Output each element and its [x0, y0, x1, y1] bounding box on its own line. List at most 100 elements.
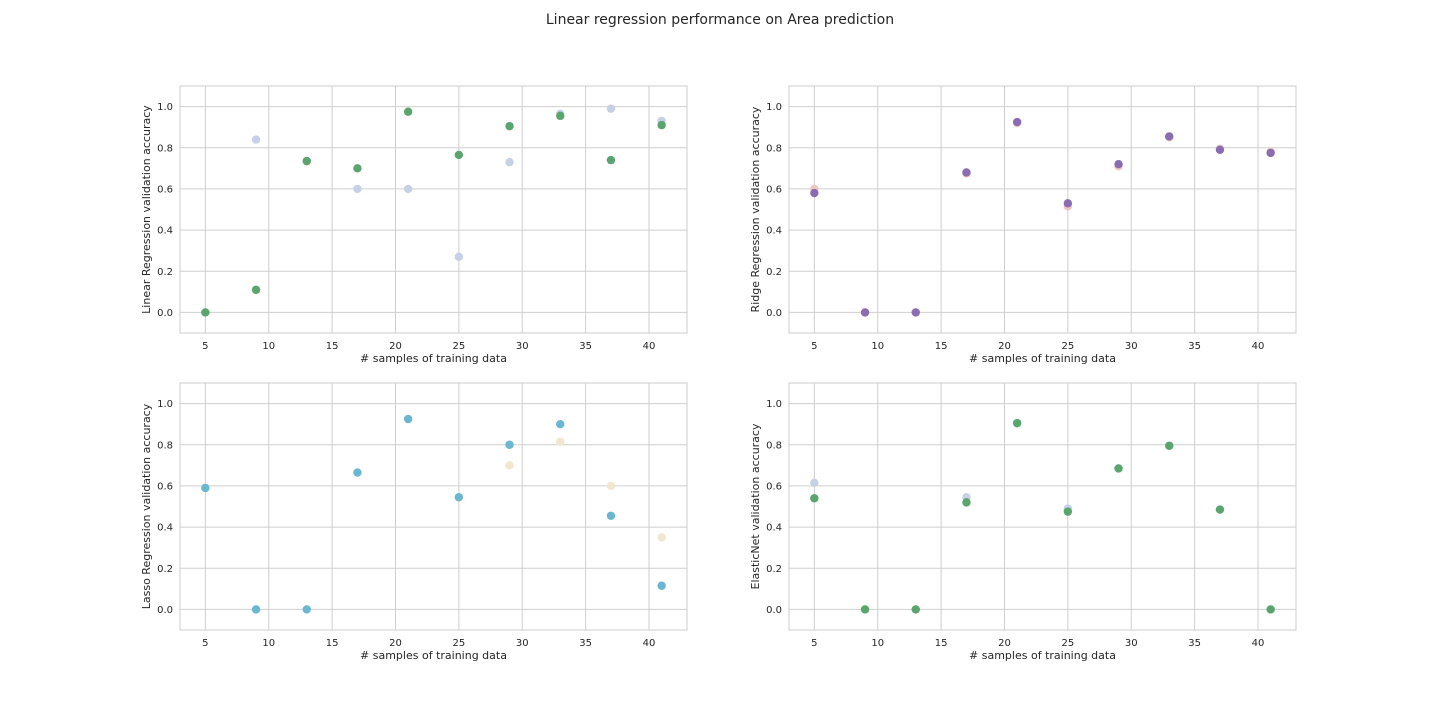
y-tick-label: 0.0: [157, 308, 173, 319]
x-tick-label: 20: [389, 341, 402, 352]
x-tick-label: 25: [1061, 638, 1074, 649]
y-tick-label: 0.8: [766, 440, 782, 451]
x-tick-label: 10: [262, 638, 275, 649]
chart-panel-2: 5 10 15 20 25 30 35 40 0.0 0.2 0.4 0.6 0.8 1.0 # sampl…: [749, 85, 1297, 365]
data-point-series-2: [1063, 199, 1073, 208]
y-tick-label: 0.6: [766, 481, 782, 492]
y-tick-label: 0.0: [766, 605, 782, 616]
data-point-series-1: [606, 481, 616, 491]
data-point-series-1: [403, 184, 413, 194]
data-point-series-2: [454, 493, 464, 502]
data-point-series-1: [556, 437, 565, 446]
x-tick-label: 10: [262, 341, 275, 352]
y-tick-label: 0.4: [766, 523, 782, 534]
x-tick-label: 10: [871, 341, 884, 352]
data-point-series-2: [911, 605, 920, 614]
y-tick-label: 0.8: [766, 143, 782, 154]
y-tick-label: 0.6: [157, 184, 173, 195]
x-tick-label: 15: [935, 341, 948, 352]
x-tick-label: 30: [516, 638, 529, 649]
x-tick-label: 30: [516, 341, 529, 352]
data-point-series-2: [1215, 145, 1225, 155]
data-point-series-2: [657, 120, 666, 130]
data-point-series-2: [556, 111, 565, 121]
y-axis-label: Linear Regression validation accuracy: [140, 105, 153, 314]
y-tick-label: 0.4: [766, 226, 782, 237]
y-tick-label: 0.8: [157, 143, 173, 154]
chart-panel-1: 5 10 15 20 25 30 35 40 0.0 0.2 0.4 0.6 0.8 1.0 # sampl…: [140, 85, 688, 365]
x-axis-label: # samples of training data: [969, 352, 1116, 365]
data-point-series-1: [251, 135, 261, 144]
y-tick-label: 0.2: [766, 267, 782, 278]
data-point-series-1: [505, 157, 514, 167]
x-tick-label: 35: [1188, 638, 1201, 649]
data-point-series-2: [606, 155, 616, 165]
x-tick-label: 25: [452, 638, 465, 649]
x-tick-label: 30: [1125, 638, 1138, 649]
x-tick-label: 10: [871, 638, 884, 649]
x-tick-label: 40: [643, 341, 656, 352]
x-tick-label: 25: [1061, 341, 1074, 352]
x-tick-label: 5: [202, 341, 208, 352]
data-point-series-2: [1266, 605, 1275, 614]
y-tick-label: 0.6: [157, 481, 173, 492]
data-point-series-2: [1165, 132, 1174, 141]
x-tick-label: 20: [998, 638, 1011, 649]
data-point-series-2: [556, 419, 565, 429]
data-point-series-1: [505, 461, 514, 470]
x-tick-label: 15: [326, 341, 339, 352]
x-tick-label: 15: [935, 638, 948, 649]
data-point-series-2: [1165, 441, 1174, 450]
data-point-series-1: [454, 252, 464, 262]
data-point-series-2: [302, 605, 311, 614]
x-tick-label: 35: [579, 341, 592, 352]
data-point-series-1: [657, 533, 666, 542]
chart-panel-3: 5 10 15 20 25 30 35 40 0.0 0.2 0.4 0.6 0.8 1.0 # sampl…: [140, 382, 688, 662]
data-point-series-2: [403, 107, 413, 116]
data-point-series-2: [962, 498, 971, 507]
y-tick-label: 1.0: [157, 102, 173, 113]
data-point-series-2: [454, 150, 464, 160]
data-point-series-2: [962, 168, 971, 177]
data-point-series-2: [1114, 464, 1123, 473]
y-tick-label: 0.0: [157, 605, 173, 616]
plot-frame: [788, 382, 1297, 631]
x-tick-label: 35: [579, 638, 592, 649]
data-point-series-2: [201, 483, 210, 493]
data-point-series-2: [1063, 507, 1073, 516]
y-tick-label: 0.2: [766, 564, 782, 575]
x-tick-label: 30: [1125, 341, 1138, 352]
data-point-series-2: [657, 581, 666, 590]
data-point-series-2: [505, 121, 514, 131]
x-tick-label: 35: [1188, 341, 1201, 352]
plot-frame: [788, 85, 1297, 334]
x-axis-label: # samples of training data: [969, 649, 1116, 662]
x-axis-label: # samples of training data: [360, 352, 507, 365]
y-tick-label: 0.2: [157, 267, 173, 278]
data-point-series-2: [860, 605, 870, 614]
y-tick-label: 1.0: [157, 399, 173, 410]
y-tick-label: 0.8: [157, 440, 173, 451]
x-tick-label: 15: [326, 638, 339, 649]
data-point-series-2: [1266, 148, 1275, 158]
x-tick-label: 5: [811, 341, 817, 352]
x-tick-label: 20: [998, 341, 1011, 352]
y-axis-label: Lasso Regression validation accuracy: [140, 403, 153, 609]
data-point-series-2: [606, 511, 616, 520]
y-tick-label: 1.0: [766, 102, 782, 113]
figure-title: Linear regression performance on Area pr…: [545, 12, 895, 28]
data-point-series-2: [911, 308, 920, 317]
x-tick-label: 40: [643, 638, 656, 649]
y-tick-label: 0.0: [766, 308, 782, 319]
plot-frame: [179, 382, 688, 631]
data-point-series-2: [1012, 418, 1022, 428]
data-point-series-2: [353, 468, 362, 477]
plot-frame: [179, 85, 688, 334]
x-tick-label: 40: [1252, 341, 1265, 352]
x-tick-label: 25: [452, 341, 465, 352]
data-point-series-2: [353, 164, 362, 173]
data-point-series-2: [860, 308, 870, 317]
data-point-series-2: [403, 414, 413, 424]
y-axis-label: ElasticNet validation accuracy: [749, 423, 762, 589]
